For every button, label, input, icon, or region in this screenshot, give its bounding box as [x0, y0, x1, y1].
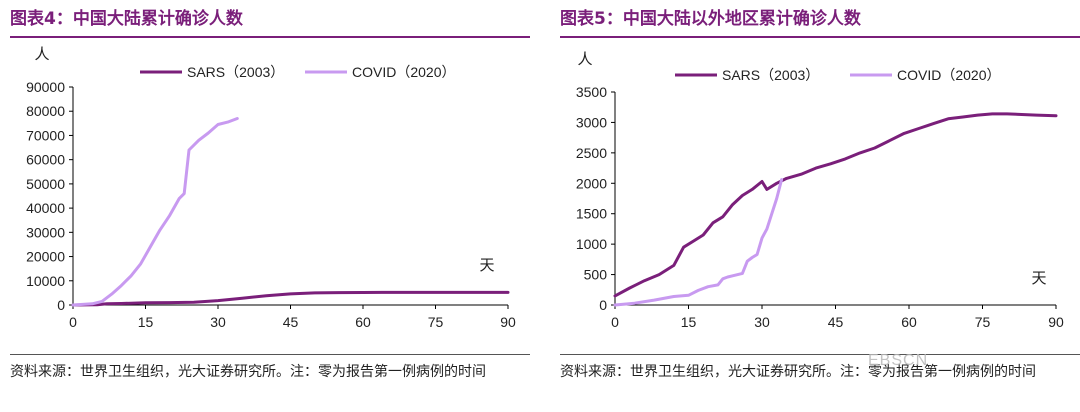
right-x-tick-label: 75: [975, 314, 991, 330]
left-y-axis-label: 人: [34, 46, 49, 63]
right-y-tick-label: 2000: [576, 175, 607, 191]
left-legend-label-0: SARS（2003）: [187, 64, 284, 80]
left-y-tick-label: 40000: [26, 200, 65, 216]
left-chart-title: 图表4：中国大陆累计确诊人数: [10, 9, 243, 29]
right-y-tick-label: 0: [599, 297, 607, 313]
right-x-tick-label: 30: [754, 314, 770, 330]
left-y-tick-label: 70000: [26, 127, 65, 143]
right-y-tick-label: 2500: [576, 145, 607, 161]
right-chart-title: 图表5：中国大陆以外地区累计确诊人数: [560, 9, 861, 29]
right-x-tick-label: 45: [828, 314, 844, 330]
left-y-tick-label: 0: [57, 297, 65, 313]
right-title-rule: [560, 36, 1080, 38]
right-series-line-sars: [613, 112, 1058, 298]
left-chart-panel: 图表4：中国大陆累计确诊人数 0 10000 20000 30000 40000 5000…: [10, 0, 530, 412]
left-chart-svg: 0 10000 20000 30000 40000 50000 60000 70000 8000…: [26, 46, 516, 330]
left-x-tick-label: 0: [69, 314, 77, 330]
right-y-tick-label: 500: [584, 267, 608, 283]
right-x-tick-label: 90: [1048, 314, 1064, 330]
right-x-tick-label: 15: [681, 314, 697, 330]
left-legend-label-1: COVID（2020）: [352, 64, 455, 80]
left-x-axis-label: 天: [479, 257, 494, 274]
left-x-tick-label: 90: [500, 314, 516, 330]
right-chart-svg: 0 500 1000 1500 2000 2500 3000 3500 0 15 30 45 60 75 9…: [576, 51, 1064, 330]
right-y-tick-label: 3000: [576, 114, 607, 130]
left-y-tick-label: 80000: [26, 103, 65, 119]
right-y-tick-label: 3500: [576, 84, 607, 100]
right-x-axis-label: 天: [1031, 270, 1046, 287]
right-x-tick-label: 60: [901, 314, 917, 330]
right-bottom-rule: [560, 354, 1080, 355]
right-y-axis-label: 人: [577, 51, 592, 68]
right-x-tick-label: 0: [611, 314, 619, 330]
left-y-tick-label: 50000: [26, 176, 65, 192]
right-chart-panel: 图表5：中国大陆以外地区累计确诊人数 0 500 1000 1500 2000 2500 3…: [560, 0, 1080, 412]
left-x-tick-label: 30: [210, 314, 226, 330]
left-y-tick-label: 90000: [26, 79, 65, 95]
right-legend-label-0: SARS（2003）: [722, 67, 819, 83]
left-source-note: 资料来源：世界卫生组织，光大证券研究所。注：零为报告第一例病例的时间: [10, 364, 486, 380]
left-y-tick-label: 60000: [26, 152, 65, 168]
right-legend-label-1: COVID（2020）: [897, 67, 1000, 83]
left-x-tick-label: 15: [138, 314, 154, 330]
left-x-tick-label: 45: [283, 314, 299, 330]
left-x-tick-label: 75: [428, 314, 444, 330]
right-source-note: 资料来源：世界卫生组织，光大证券研究所。注：零为报告第一例病例的时间: [560, 364, 1036, 380]
right-series-line-covid: [613, 178, 784, 307]
watermark-logo: EBSCN: [868, 352, 929, 369]
left-y-tick-label: 10000: [26, 273, 65, 289]
left-series-line-sars: [71, 290, 510, 307]
left-series-line-covid: [71, 117, 239, 307]
left-bottom-rule: [10, 354, 530, 355]
left-y-tick-label: 20000: [26, 249, 65, 265]
left-y-tick-label: 30000: [26, 224, 65, 240]
right-y-tick-label: 1000: [576, 236, 607, 252]
right-y-tick-label: 1500: [576, 206, 607, 222]
left-x-tick-label: 60: [355, 314, 371, 330]
left-title-rule: [10, 36, 530, 38]
